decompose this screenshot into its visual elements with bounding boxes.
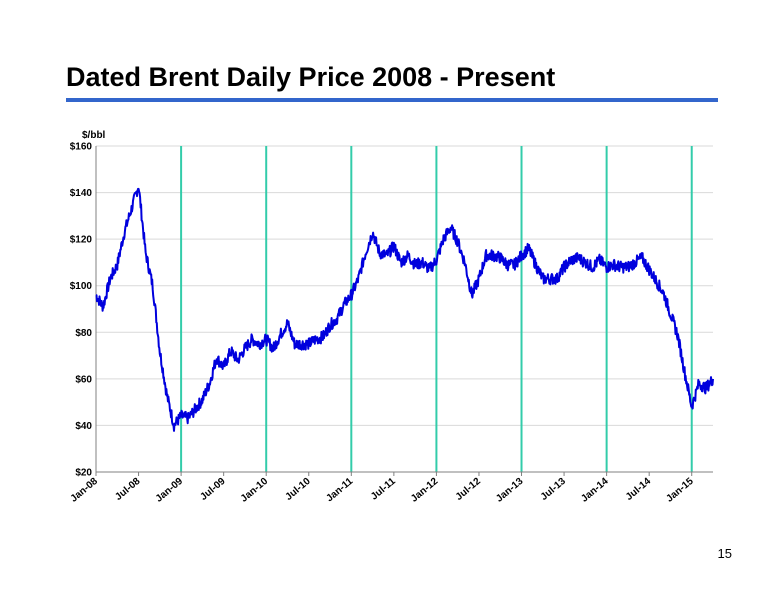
price-line-layer [95,187,714,432]
y-tick-label: $60 [75,374,92,385]
title-rule [66,98,718,102]
price-series-line [95,187,714,432]
x-tick-label: Jul-13 [539,476,569,503]
y-tick-label: $80 [75,328,92,339]
page-title: Dated Brent Daily Price 2008 - Present [66,62,556,92]
page-number: 15 [717,546,732,561]
year-marker-lines [180,146,693,472]
x-tick-label: Jul-09 [198,476,228,503]
gridlines [96,145,713,426]
x-tick-labels: Jan-08 Jul-08 Jan-09 Jul-09 Jan-10 Jul-10 Jan-… [69,476,696,505]
y-tick-labels: $20 $40 $60 $80 $100 $120 $140 $160 [70,142,93,479]
x-tick-label: Jan-15 [664,476,696,505]
y-tick-label: $160 [70,142,93,153]
y-tick-label: $140 [70,188,93,199]
x-tick-label: Jul-08 [113,476,143,503]
x-tick-label: Jan-14 [579,476,611,505]
x-tick-label: Jan-08 [69,476,101,505]
chart-axes [95,146,713,476]
y-tick-label: $120 [70,235,93,246]
x-tick-label: Jul-12 [454,476,484,503]
x-tick-label: Jul-10 [283,476,313,503]
x-tick-label: Jan-09 [154,476,186,505]
x-tick-label: Jul-11 [369,476,398,503]
x-tick-label: Jan-10 [239,476,271,505]
y-tick-label: $40 [75,421,92,432]
x-tick-label: Jul-14 [624,476,654,503]
y-axis-unit-label: $/bbl [82,130,106,141]
x-tick-label: Jan-12 [409,476,441,505]
y-tick-label: $20 [75,468,92,479]
y-tick-label: $100 [70,281,93,292]
x-tick-label: Jan-13 [494,476,526,505]
x-tick-label: Jan-11 [324,476,355,505]
